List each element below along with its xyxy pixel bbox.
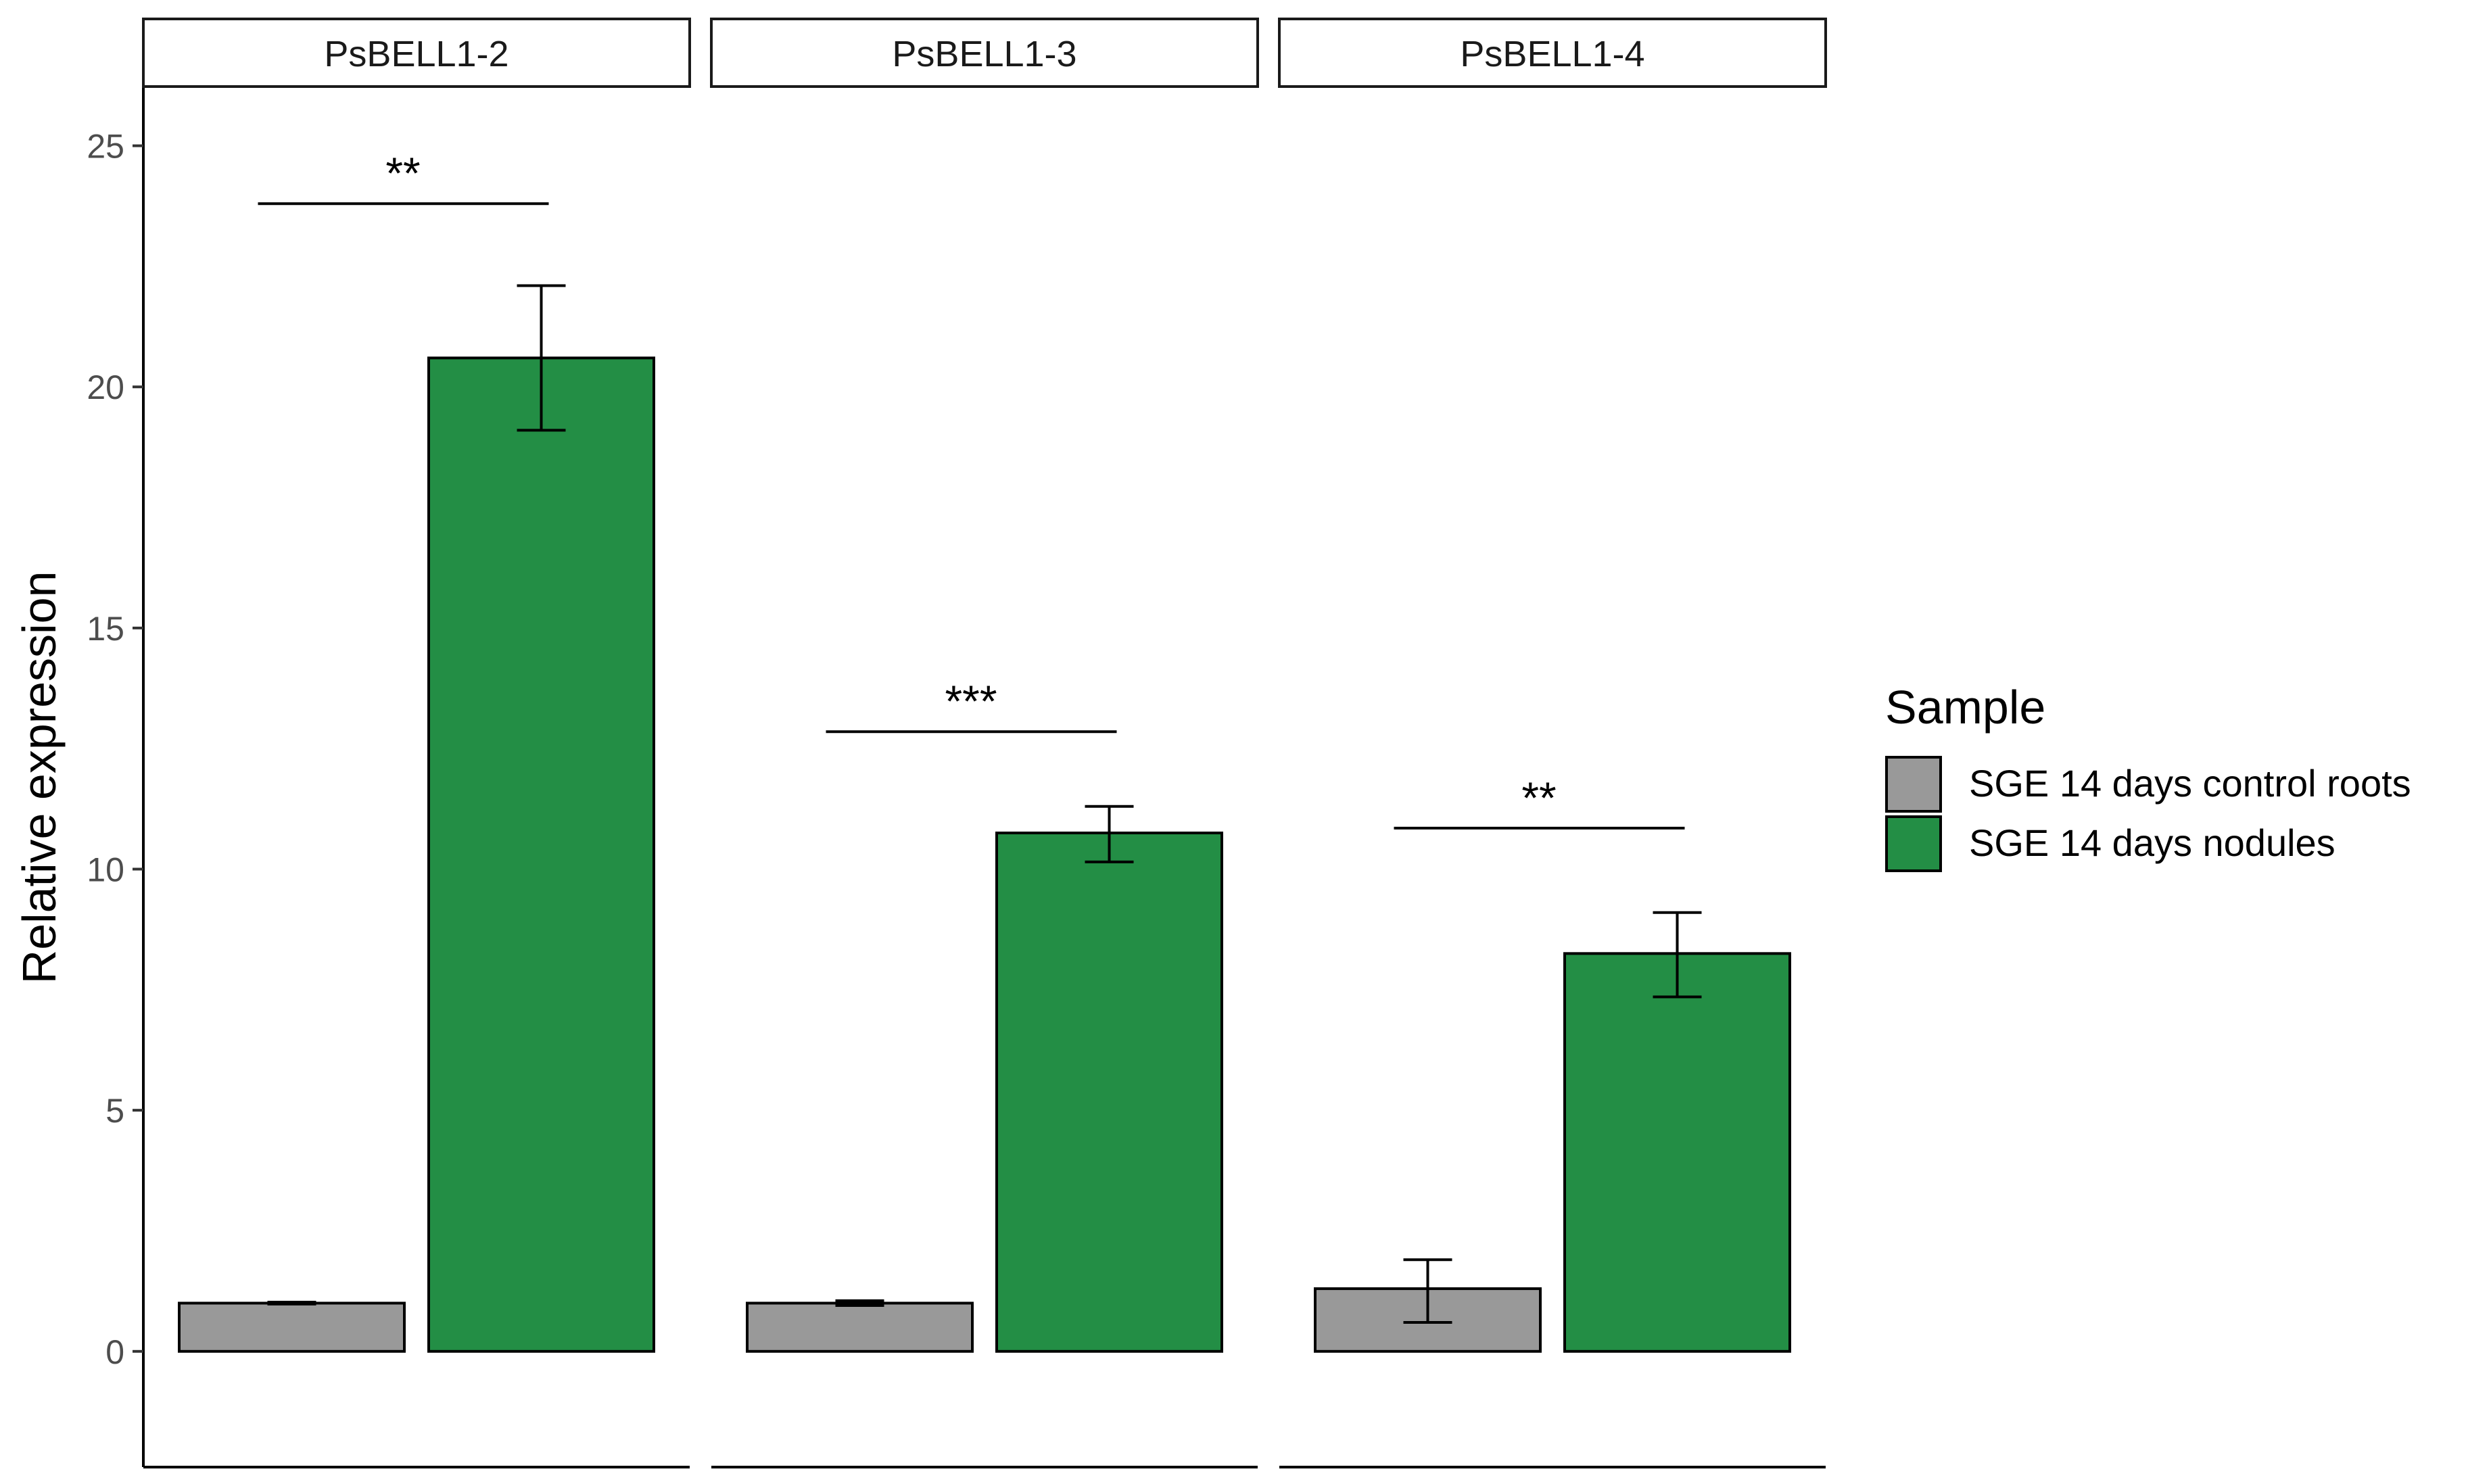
- legend: Sample SGE 14 days control roots SGE 14 d…: [1885, 681, 2411, 872]
- legend-label: SGE 14 days nodules: [1969, 821, 2335, 864]
- bar: [995, 832, 1223, 1353]
- legend-title: Sample: [1885, 681, 2045, 734]
- facet-strip-label: PsBELL1-2: [324, 34, 508, 74]
- facet-panel: PsBELL1-2 **: [142, 18, 691, 1468]
- y-tick-label: 15: [87, 610, 124, 648]
- facet-strip-label: PsBELL1-4: [1460, 34, 1644, 74]
- error-bar: [267, 1301, 316, 1306]
- y-tick-label: 20: [87, 368, 124, 406]
- y-tick-label: 10: [87, 851, 124, 889]
- facet-strip: [1278, 18, 1827, 88]
- significance-label: **: [385, 148, 420, 198]
- facet-panel: PsBELL1-4 **: [1278, 18, 1827, 1468]
- y-axis: 0 5 10 15 20 25: [87, 88, 145, 1467]
- y-tick-label: 5: [105, 1092, 124, 1130]
- legend-entry: SGE 14 days control roots: [1885, 756, 2411, 813]
- facet-strip: [710, 18, 1259, 88]
- error-bar: [1085, 805, 1134, 863]
- facet-panels: PsBELL1-2 ** PsBELL1-3 *** PsBELL1-4 **: [142, 18, 1827, 1468]
- bar: [178, 1301, 406, 1353]
- legend-swatch: [1885, 756, 1942, 813]
- facet-panel: PsBELL1-3 ***: [710, 18, 1259, 1468]
- y-tick-label: 25: [87, 128, 124, 166]
- error-bar: [1403, 1258, 1452, 1324]
- legend-swatch: [1885, 815, 1942, 872]
- error-bar: [517, 284, 566, 432]
- y-tick-label: 0: [105, 1333, 124, 1371]
- y-axis-title: Relative expression: [13, 571, 66, 984]
- bar: [427, 356, 655, 1353]
- error-bar: [1653, 911, 1702, 999]
- legend-entry: SGE 14 days nodules: [1885, 815, 2335, 872]
- facet-strip: [142, 18, 691, 88]
- legend-label: SGE 14 days control roots: [1969, 762, 2411, 805]
- bar: [1563, 952, 1791, 1353]
- significance-label: **: [1521, 773, 1556, 823]
- significance-label: ***: [945, 676, 997, 726]
- facet-strip-label: PsBELL1-3: [892, 34, 1076, 74]
- error-bar: [835, 1299, 884, 1308]
- bar: [746, 1301, 974, 1353]
